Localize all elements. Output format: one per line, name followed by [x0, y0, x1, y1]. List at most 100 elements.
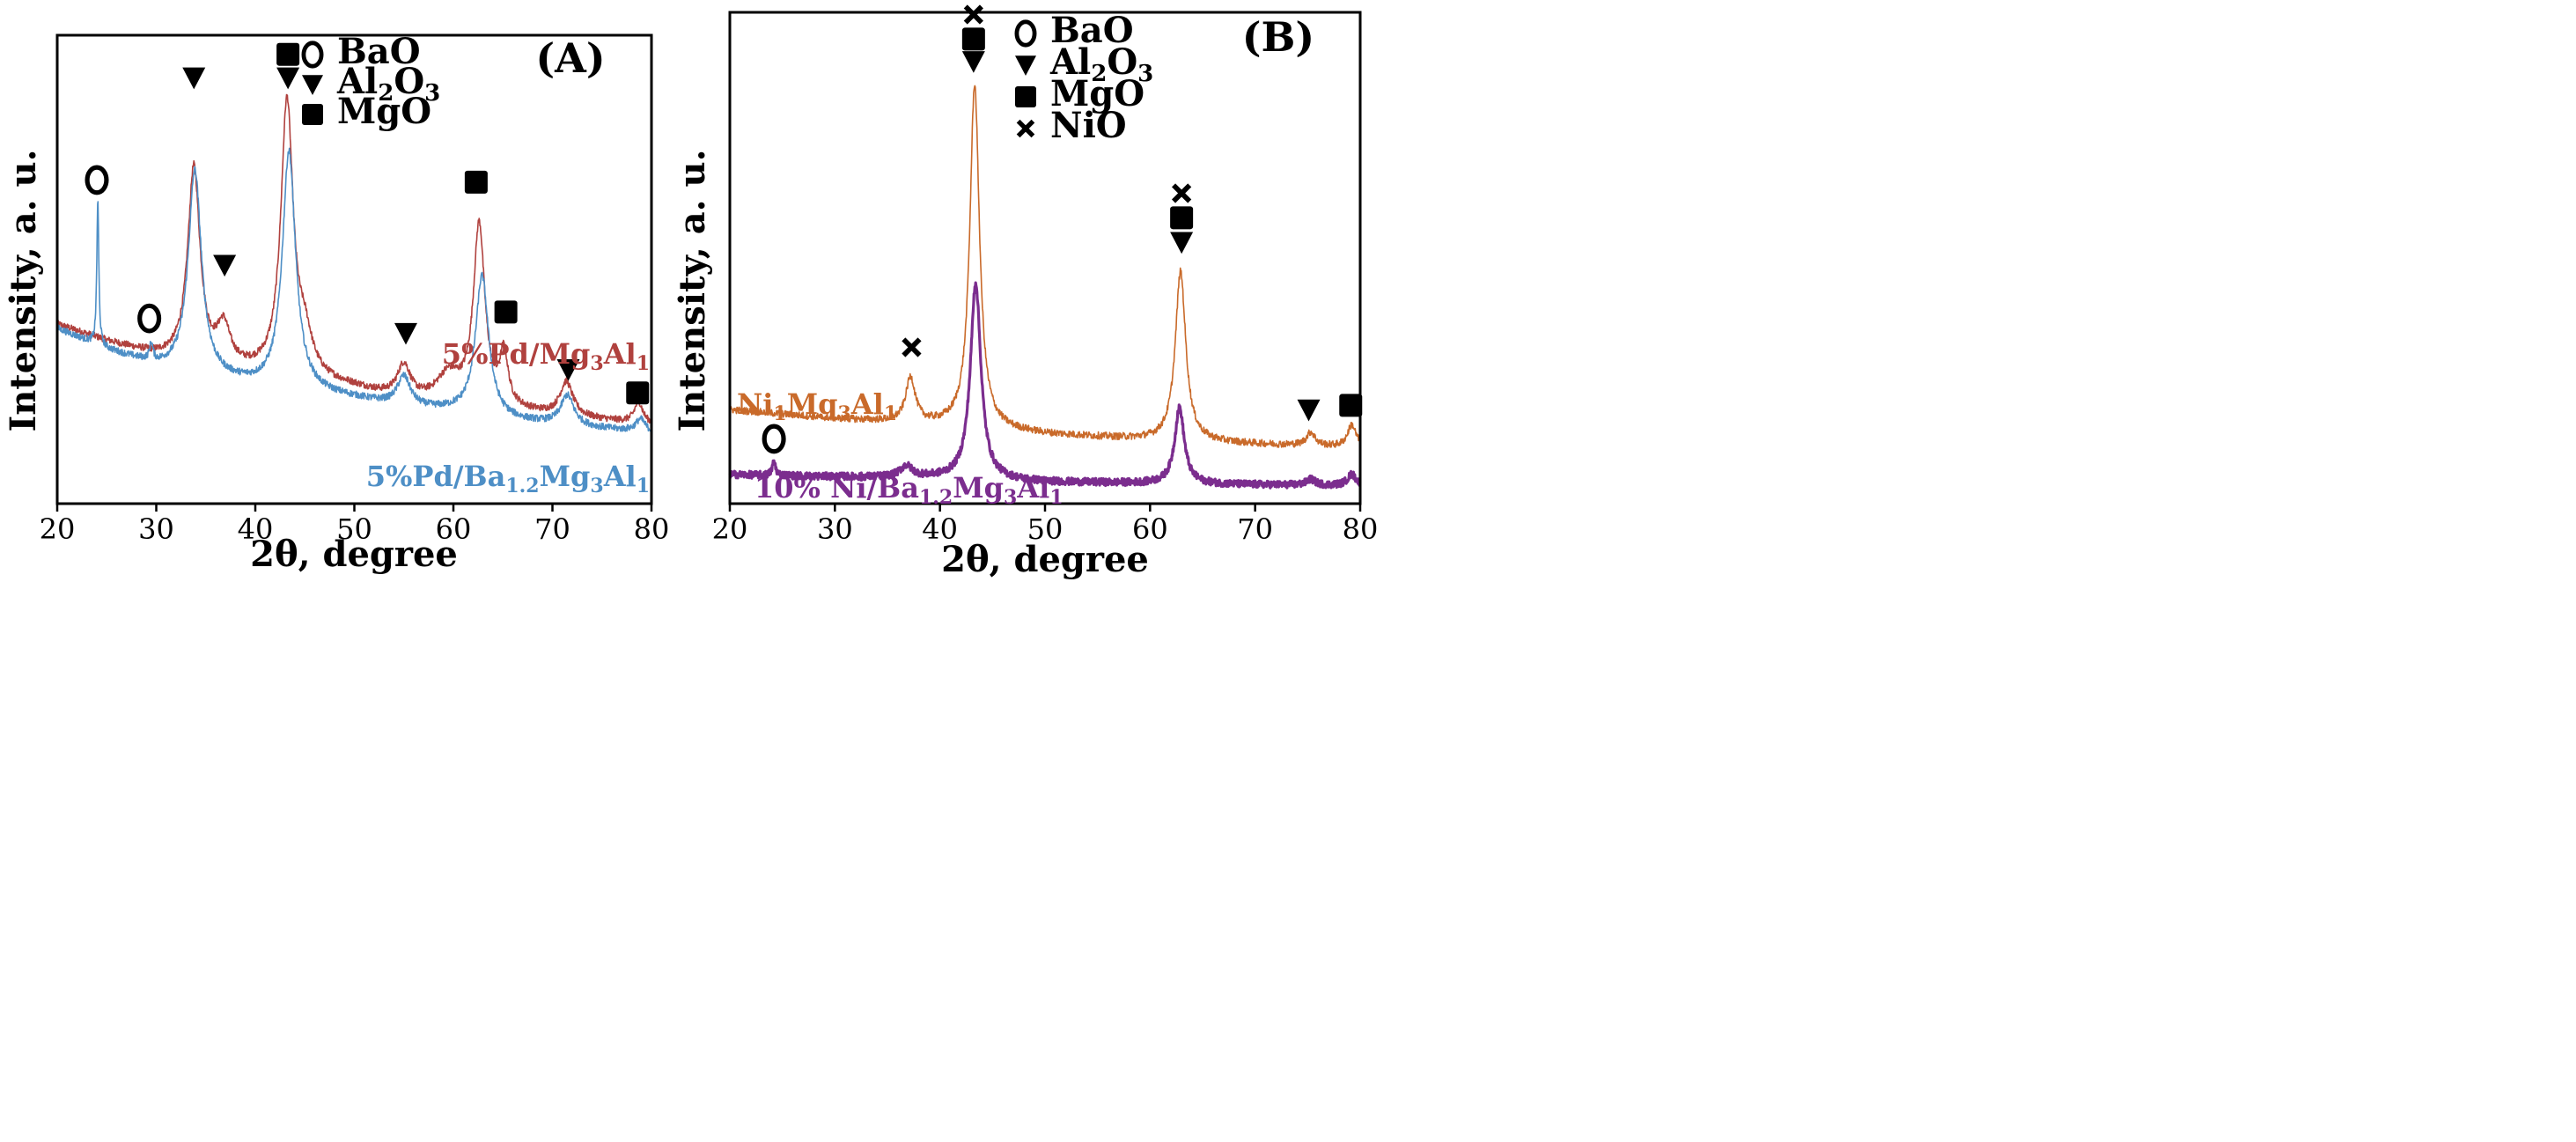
series-label-1: 10% Ni/Ba1.2Mg3Al1	[754, 471, 1064, 509]
series-line-1	[728, 281, 1362, 490]
peak-marker-x-icon-stroke-b	[963, 4, 983, 25]
peak-marker-x-icon-stroke-b	[1172, 183, 1192, 203]
peak-marker-square-icon	[276, 42, 300, 66]
series-label-part: Mg	[953, 471, 1004, 505]
legend-x-icon	[1016, 119, 1035, 138]
series-label-0: 5%Pd/Mg3Al1	[442, 337, 650, 375]
peak-marker-triangle-icon	[961, 51, 985, 73]
x-tick-label: 60	[1132, 512, 1168, 546]
series-line-0	[729, 85, 1361, 448]
legend-label-part: O	[394, 61, 424, 102]
legend-circle-icon	[1014, 19, 1037, 48]
peak-marker-square-icon	[1170, 206, 1194, 230]
legend-triangle-icon	[1015, 55, 1036, 76]
series-label-part: 5%Pd/Mg	[442, 337, 591, 371]
peak-marker-x-icon	[963, 4, 983, 25]
legend-x-icon-stroke-b	[1016, 119, 1035, 138]
peak-marker-circle-icon	[137, 303, 162, 334]
peak-marker-square-icon	[961, 27, 985, 51]
y-axis-label: Intensity, a. u.	[672, 149, 713, 431]
legend-label: Al2O3	[1049, 41, 1153, 87]
series-label-part: 10% Ni/Ba	[754, 471, 919, 505]
legend-label: MgO	[1050, 73, 1144, 114]
peak-marker-triangle-icon	[182, 67, 206, 90]
series-label-0: Ni1Mg3Al1	[737, 387, 897, 425]
x-tick-label: 20	[712, 512, 748, 546]
series-label-1: 5%Pd/Ba1.2Mg3Al1	[366, 460, 650, 497]
series-label-subscript: 3	[1004, 486, 1017, 509]
peak-marker-triangle-icon	[213, 254, 237, 277]
peak-marker-triangle-icon	[556, 358, 580, 381]
peak-marker-square-icon	[626, 381, 650, 405]
peak-marker-triangle-icon	[1170, 232, 1194, 254]
peak-marker-x-icon-stroke-b	[902, 337, 922, 357]
legend-label-part: Al	[1049, 41, 1091, 83]
series-label-subscript: 3	[838, 402, 851, 425]
legend-subscript: 3	[1137, 61, 1153, 87]
x-tick-label: 70	[534, 512, 570, 546]
peak-marker-square-icon	[464, 170, 488, 194]
series-label-subscript: 1	[637, 352, 650, 375]
panel-b-chart: 20 30 40 50 60 70 80 2θ, degree Intensity, a. u.…	[672, 4, 1379, 580]
legend-circle-icon	[301, 41, 324, 69]
series-label-part: 5%Pd/Ba	[366, 460, 506, 493]
legend-label: MgO	[337, 91, 431, 132]
series-label-subscript: 3	[590, 352, 603, 375]
series-label-part: Al	[850, 387, 884, 421]
peak-marker-x-icon	[1172, 183, 1192, 203]
legend-subscript: 2	[378, 80, 394, 107]
legend-square-icon	[302, 104, 323, 125]
series-label-subscript: 1	[773, 402, 786, 425]
x-tick-label: 30	[138, 512, 174, 546]
legend-triangle-icon	[302, 75, 323, 95]
series-label-subscript: 1.2	[919, 486, 953, 509]
x-tick-label: 80	[1343, 512, 1379, 546]
legend-label: NiO	[1050, 105, 1127, 146]
peak-marker-circle-icon	[762, 424, 786, 454]
legend-label: BaO	[1050, 10, 1134, 51]
series-label-subscript: 1.2	[505, 475, 539, 497]
series-label-part: Al	[603, 337, 637, 371]
legend-label: BaO	[337, 31, 421, 72]
peak-marker-square-icon	[1339, 394, 1363, 417]
y-axis-label: Intensity, a. u.	[3, 149, 44, 431]
legend-square-icon	[1015, 86, 1036, 107]
series-label-part: Mg	[540, 460, 591, 493]
peak-marker-x-icon	[902, 337, 922, 357]
series-label-subscript: 1	[884, 402, 897, 425]
series-label-subscript: 3	[590, 475, 603, 497]
series-label-subscript: 1	[1049, 486, 1063, 509]
x-tick-label: 80	[634, 512, 670, 546]
x-tick-label: 70	[1237, 512, 1273, 546]
panel-label: (B)	[1242, 13, 1314, 61]
legend-subscript: 3	[424, 80, 440, 107]
series-line-1	[56, 147, 652, 432]
peak-marker-triangle-icon	[394, 322, 417, 345]
peak-marker-triangle-icon	[1297, 399, 1321, 422]
x-tick-label: 30	[817, 512, 853, 546]
series-label-part: Mg	[787, 387, 838, 421]
series-label-part: Al	[603, 460, 637, 493]
x-tick-label: 50	[336, 512, 372, 546]
legend-label: Al2O3	[336, 61, 440, 107]
x-axis-label: 2θ, degree	[941, 539, 1149, 580]
series-line-0	[56, 93, 652, 424]
series-label-part: Ni	[737, 387, 773, 421]
legend-subscript: 2	[1091, 61, 1107, 87]
peak-marker-square-icon	[494, 300, 518, 324]
x-tick-label: 20	[40, 512, 76, 546]
panel-a-chart: 20 30 40 50 60 70 80 2θ, degree Intensity, a. u.…	[3, 31, 669, 575]
x-tick-label: 50	[1027, 512, 1064, 546]
series-label-part: Al	[1016, 471, 1049, 505]
peak-marker-circle-icon	[85, 165, 109, 195]
series-label-subscript: 1	[637, 475, 650, 497]
x-tick-label: 60	[436, 512, 472, 546]
x-axis-label: 2θ, degree	[250, 534, 458, 575]
x-tick-label: 40	[922, 512, 958, 546]
x-tick-label: 40	[238, 512, 274, 546]
legend-label-part: O	[1107, 41, 1137, 83]
panel-label: (A)	[535, 34, 605, 82]
peak-marker-triangle-icon	[276, 67, 300, 90]
legend-label-part: Al	[336, 61, 378, 102]
